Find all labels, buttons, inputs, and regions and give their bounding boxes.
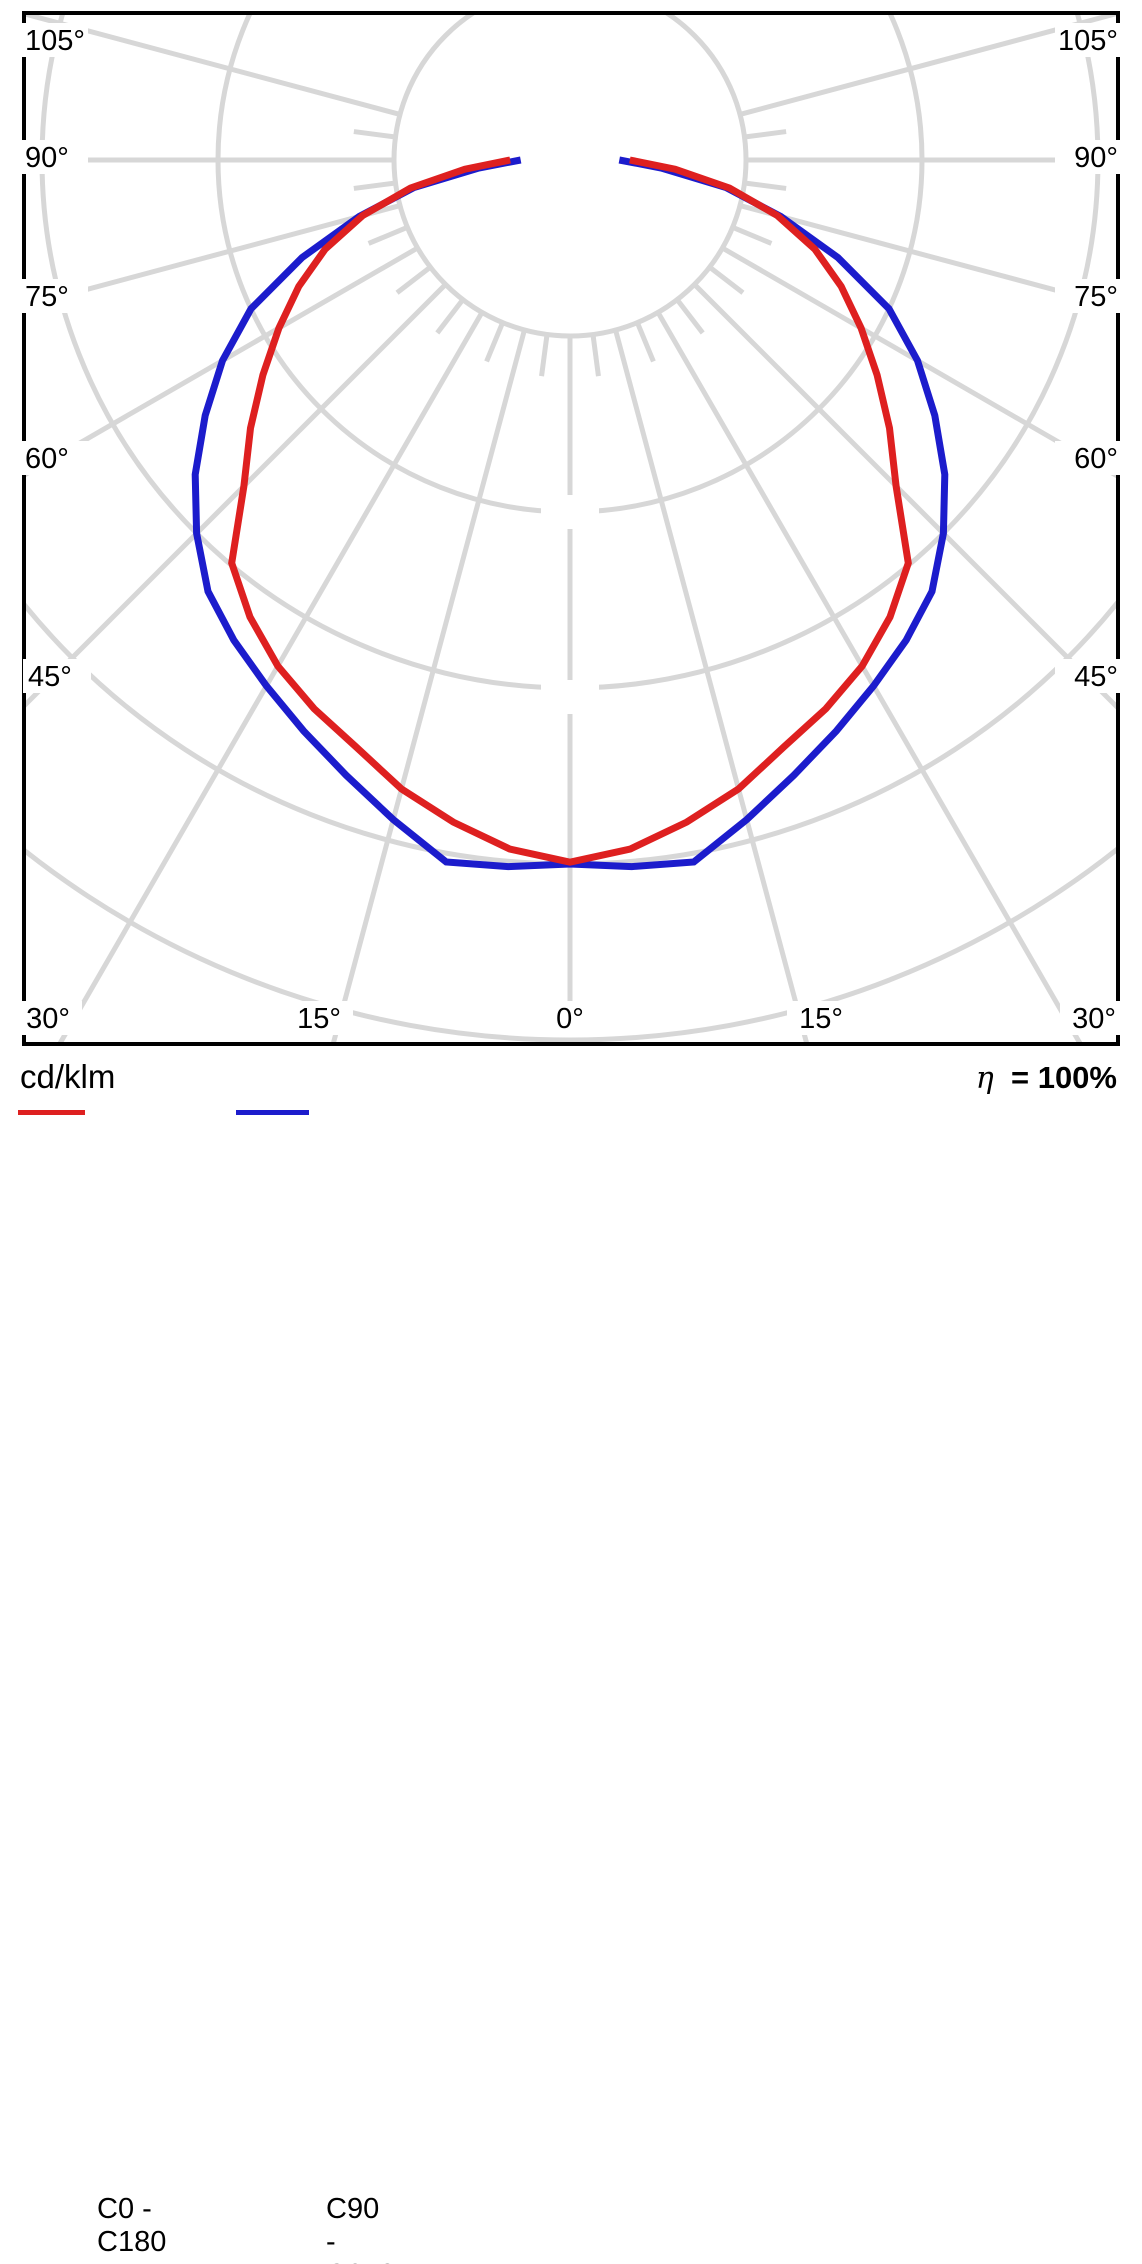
radial-line--45: [26, 282, 448, 708]
radial-line--30: [57, 311, 485, 1042]
legend-label-c0-c180: C0 - C180: [97, 2193, 167, 2258]
minor-tick: [635, 321, 656, 363]
angle-label-bg: [1060, 1001, 1128, 1035]
radial-line--105: [26, 15, 401, 117]
angle-label-bg: [787, 1001, 855, 1035]
angle-label-bg: [1055, 23, 1123, 57]
grid-ring-5: [26, 846, 1116, 1042]
angle-label-105°: 105°: [25, 25, 85, 57]
minor-tick: [675, 298, 705, 335]
minor-tick: [367, 225, 409, 246]
angle-label-bg: [20, 140, 88, 174]
light-output-ratio: η = 100%: [976, 1060, 1117, 1096]
legend-red-line-swatch: [18, 1110, 85, 1115]
radial-line-30: [655, 311, 1083, 1042]
angle-label-bg: [1055, 140, 1123, 174]
minor-tick: [590, 334, 601, 377]
polar-chart-svg: 105° 90° 75° 60° 45° 105° 90° 75° 60° 45° 30° 15° 0°…: [0, 0, 1142, 1048]
angle-label-30°: 30°: [26, 1003, 70, 1035]
radial-line-45: [692, 282, 1116, 710]
radial-line-15: [613, 329, 809, 1042]
angle-label-bg: [23, 659, 91, 693]
angle-label-bg: [20, 279, 88, 313]
eta-value: = 100%: [1010, 1060, 1117, 1095]
angle-label-60°: 60°: [25, 443, 69, 475]
minor-tick: [744, 129, 787, 140]
radial-unit-label: cd/klm: [20, 1058, 116, 1095]
angle-label-bg: [285, 1001, 353, 1035]
radial-line--75: [26, 203, 401, 309]
axis-label-knockout: [541, 680, 599, 714]
eta-symbol: η: [975, 1061, 994, 1096]
minor-tick: [744, 180, 787, 191]
angle-label-75°: 75°: [25, 281, 69, 313]
minor-tick: [353, 129, 396, 140]
minor-tick: [731, 225, 773, 246]
angle-label-45°: 45°: [1074, 661, 1118, 693]
angle-label-105°: 105°: [1058, 25, 1118, 57]
radial-line--15: [331, 329, 527, 1042]
axis-label-knockout: [541, 495, 599, 529]
angle-label-bg: [536, 1001, 604, 1035]
angle-label-15°: 15°: [297, 1003, 341, 1035]
legend-label-c90-c270: C90 - C270: [326, 2193, 395, 2264]
angle-label-45°: 45°: [28, 661, 72, 693]
angle-label-bg: [1055, 441, 1123, 475]
radial-line-105: [739, 15, 1116, 117]
angle-label-30°: 30°: [1072, 1003, 1116, 1035]
legend-blue-line-swatch: [236, 1110, 309, 1115]
minor-tick: [708, 265, 745, 295]
minor-tick: [539, 334, 550, 377]
angle-label-bg: [20, 23, 88, 57]
angle-label-15°: 15°: [799, 1003, 843, 1035]
angle-label-75°: 75°: [1074, 281, 1118, 313]
angle-label-0°: 0°: [556, 1003, 584, 1035]
chart-frame: [22, 11, 1120, 1046]
angle-label-90°: 90°: [1074, 142, 1118, 174]
angle-label-60°: 60°: [1074, 443, 1118, 475]
minor-tick: [395, 265, 432, 295]
angle-label-bg: [1055, 659, 1123, 693]
minor-tick: [484, 321, 505, 363]
angle-label-bg: [20, 441, 88, 475]
radial-line-75: [739, 203, 1116, 309]
angle-label-bg: [14, 1001, 82, 1035]
angle-label-90°: 90°: [25, 142, 69, 174]
angle-label-bg: [1055, 279, 1123, 313]
minor-tick: [435, 298, 465, 335]
minor-tick: [353, 180, 396, 191]
curve-c0-c180: [228, 156, 912, 866]
